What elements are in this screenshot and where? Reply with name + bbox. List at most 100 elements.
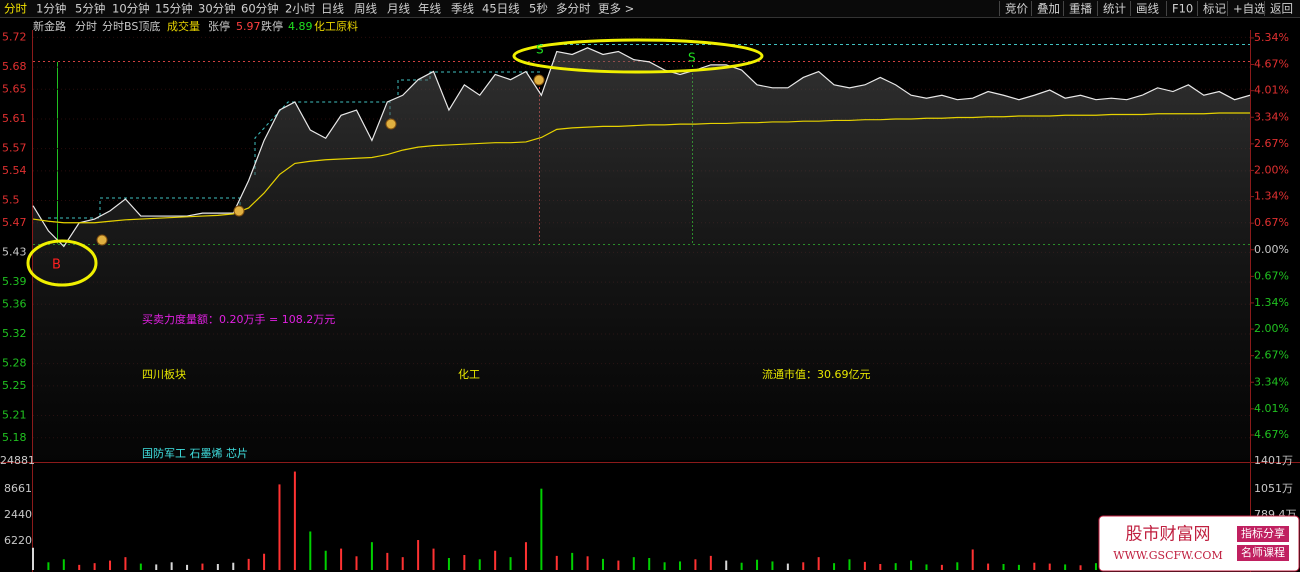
toolbar-button[interactable]: 竞价 bbox=[1005, 2, 1028, 16]
y2-tick-label: 1.34% bbox=[1254, 190, 1289, 203]
volume-bar bbox=[971, 549, 974, 570]
toolbar-tab[interactable]: 年线 bbox=[418, 2, 441, 16]
tag-box bbox=[1237, 545, 1289, 561]
toolbar-tab[interactable]: 日线 bbox=[321, 2, 344, 16]
force-note: 买卖力度量额：0.20万手 = 108.2万元 bbox=[142, 312, 335, 326]
toolbar-tab[interactable]: 分时 bbox=[4, 2, 27, 16]
y-tick-label: 5.36 bbox=[2, 297, 27, 310]
y2-tick-label: 4.67% bbox=[1254, 428, 1289, 441]
y-tick-label: 5.72 bbox=[2, 30, 27, 43]
volume-bar bbox=[155, 564, 158, 570]
volume-bar bbox=[447, 558, 450, 570]
toolbar-tab[interactable]: 1分钟 bbox=[36, 2, 66, 16]
limit-up: 5.97 bbox=[236, 20, 261, 33]
volume-bar bbox=[263, 553, 266, 570]
limit-up-label: 张停 bbox=[208, 19, 230, 33]
y-tick-label: 5.43 bbox=[2, 245, 27, 258]
volume-bar bbox=[278, 484, 281, 570]
toolbar-tab[interactable]: 更多 > bbox=[598, 2, 634, 16]
volume-bar bbox=[833, 563, 836, 570]
volume-bar bbox=[848, 559, 851, 570]
volume-bar bbox=[617, 560, 620, 570]
volume-bar bbox=[1017, 564, 1020, 570]
volume-bar bbox=[170, 562, 173, 570]
toolbar bbox=[0, 0, 1300, 17]
stock-name: 新金路 bbox=[33, 19, 66, 33]
toolbar-button[interactable]: 叠加 bbox=[1037, 2, 1060, 16]
volume-bar bbox=[340, 548, 343, 570]
highlight-ellipse bbox=[26, 239, 98, 287]
toolbar-tab[interactable]: 5秒 bbox=[529, 2, 548, 16]
y-tick-label: 5.21 bbox=[2, 409, 27, 422]
toolbar-tab[interactable]: 周线 bbox=[354, 2, 377, 16]
volume-bar bbox=[987, 563, 990, 570]
y-tick-label: 5.28 bbox=[2, 357, 27, 370]
volume-bar bbox=[1033, 562, 1036, 570]
toolbar-tab[interactable]: 30分钟 bbox=[198, 2, 236, 16]
volume-bar bbox=[355, 556, 358, 570]
volume-bar bbox=[863, 561, 866, 570]
y-tick-label: 5.18 bbox=[2, 431, 27, 444]
volume-bar bbox=[648, 558, 651, 570]
volume-bar bbox=[494, 550, 497, 570]
volume-axis-label: 8661 bbox=[4, 482, 32, 495]
toolbar-tab[interactable]: 多分时 bbox=[556, 2, 591, 16]
watermark-tag[interactable]: 指标分享 bbox=[1241, 526, 1285, 540]
price-area bbox=[33, 47, 1250, 461]
volume-bar bbox=[1002, 564, 1005, 570]
toolbar-tab[interactable]: 月线 bbox=[387, 2, 410, 16]
y2-tick-label: 3.34% bbox=[1254, 375, 1289, 388]
volume-bar bbox=[910, 560, 913, 570]
toolbar-button[interactable]: 统计 bbox=[1103, 2, 1126, 16]
watermark-site: 股市财富网 bbox=[1126, 525, 1211, 545]
y-tick-label: 5.25 bbox=[2, 379, 27, 392]
toolbar-tab[interactable]: 15分钟 bbox=[155, 2, 193, 16]
toolbar-tab[interactable]: 季线 bbox=[451, 2, 474, 16]
volume-bar bbox=[725, 560, 728, 570]
watermark-tag[interactable]: 名师课程 bbox=[1241, 545, 1285, 559]
toolbar-button[interactable]: 重播 bbox=[1069, 2, 1092, 16]
volume-bar bbox=[401, 557, 404, 570]
toolbar-button[interactable]: +自选 bbox=[1233, 2, 1266, 16]
volume-bar bbox=[679, 561, 682, 570]
plot-frame bbox=[0, 30, 1300, 572]
watermark: 股市财富网 WWW.GSCFW.COM 指标分享 名师课程 bbox=[1098, 515, 1300, 572]
volume-bar bbox=[463, 555, 466, 570]
volume-bar bbox=[78, 564, 81, 570]
volume-bar bbox=[93, 563, 96, 570]
toolbar-tab[interactable]: 10分钟 bbox=[112, 2, 150, 16]
coin-markers bbox=[96, 74, 545, 246]
cap-note: 流通市值：30.69亿元 bbox=[762, 367, 871, 381]
volume-bar bbox=[925, 564, 928, 570]
volume-bar bbox=[62, 559, 65, 570]
step-line bbox=[254, 101, 391, 175]
volume-bar bbox=[555, 555, 558, 570]
view-label: 分时 bbox=[75, 20, 97, 33]
toolbar-button[interactable]: 返回 bbox=[1270, 2, 1293, 16]
y2-tick-label: 1.34% bbox=[1254, 296, 1289, 309]
volume-bar bbox=[771, 561, 774, 570]
y-tick-label: 5.68 bbox=[2, 60, 27, 73]
y2-tick-label: 4.67% bbox=[1254, 58, 1289, 71]
coin bbox=[96, 234, 108, 246]
volume-bar bbox=[1079, 565, 1082, 570]
volume-bar bbox=[186, 564, 189, 570]
volume-bar bbox=[586, 556, 589, 570]
toolbar-button[interactable]: F10 bbox=[1172, 2, 1193, 16]
sell-signal: S bbox=[688, 51, 696, 65]
toolbar-tab[interactable]: 45日线 bbox=[482, 2, 520, 16]
volume-bar bbox=[109, 560, 112, 570]
toolbar-tab[interactable]: 2小时 bbox=[285, 2, 316, 16]
y2-tick-label: 2.00% bbox=[1254, 163, 1289, 176]
toolbar-tab[interactable]: 5分钟 bbox=[75, 2, 105, 16]
volume-bar bbox=[786, 563, 789, 570]
limit-down: 4.89 bbox=[288, 20, 313, 33]
y-tick-label: 5.57 bbox=[2, 142, 27, 155]
volume-bar bbox=[293, 471, 296, 570]
y-tick-label: 5.32 bbox=[2, 327, 27, 340]
volume-bar bbox=[309, 531, 312, 570]
toolbar-button[interactable]: 画线 bbox=[1136, 2, 1159, 16]
toolbar-button[interactable]: 标记 bbox=[1203, 2, 1226, 16]
volume-bar bbox=[540, 488, 543, 570]
toolbar-tab[interactable]: 60分钟 bbox=[241, 2, 279, 16]
